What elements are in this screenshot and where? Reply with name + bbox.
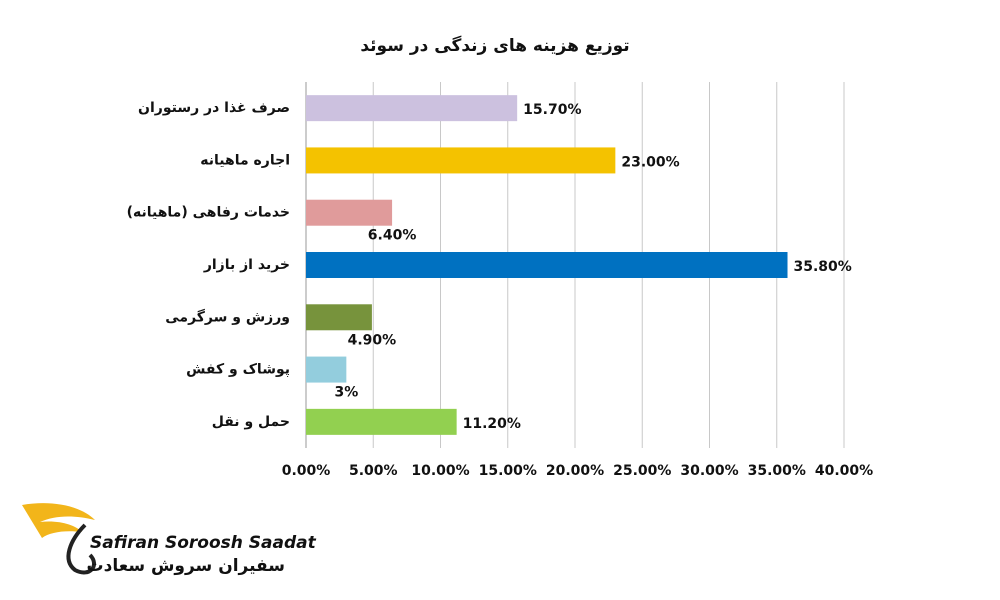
value-label: 35.80% (794, 259, 852, 275)
value-label: 23.00% (621, 154, 679, 170)
logo-neck (66, 523, 96, 575)
bar (306, 356, 347, 383)
chart-title: توزیع هزینه های زندگی در سوئد (360, 35, 629, 56)
bar (306, 304, 372, 331)
x-tick-label: 10.00% (411, 463, 469, 479)
x-tick-label: 30.00% (680, 463, 738, 479)
bar (306, 95, 518, 122)
y-tick-label: صرف غذا در رستوران (138, 100, 290, 116)
x-tick-label: 0.00% (282, 463, 331, 479)
value-label: 4.90% (348, 332, 397, 348)
y-tick-label: خرید از بازار (203, 257, 290, 273)
logo-wing (22, 503, 95, 538)
value-label: 15.70% (523, 102, 581, 118)
x-tick-label: 35.00% (748, 463, 806, 479)
y-tick-label: اجاره ماهیانه (200, 152, 290, 168)
bar (306, 408, 457, 435)
bar (306, 199, 393, 226)
logo-text-fa: سفیران سروش سعادت (87, 556, 285, 576)
value-label: 3% (334, 385, 358, 401)
y-tick-label: حمل و نقل (212, 414, 290, 430)
bar (306, 147, 616, 174)
bar (306, 252, 788, 278)
value-label: 11.20% (463, 416, 521, 432)
x-tick-label: 5.00% (349, 463, 398, 479)
y-tick-label: خدمات رفاهی (ماهیانه) (127, 205, 290, 221)
y-tick-label: پوشاک و کفش (186, 362, 290, 378)
value-label: 6.40% (368, 228, 417, 244)
logo: Safiran Soroosh Saadat سفیران سروش سعادت (22, 503, 317, 576)
y-tick-label: ورزش و سرگرمی (165, 308, 290, 325)
x-tick-label: 25.00% (613, 463, 671, 479)
x-tick-label: 20.00% (546, 463, 604, 479)
logo-text: Safiran Soroosh Saadat (90, 533, 317, 553)
x-tick-label: 40.00% (815, 463, 873, 479)
x-tick-label: 15.00% (479, 463, 537, 479)
